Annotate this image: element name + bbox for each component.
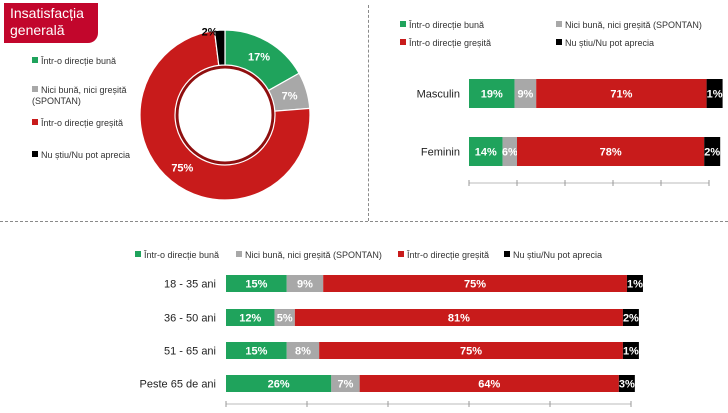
- bar-value-label: 78%: [600, 147, 622, 159]
- legend-swatch: [32, 151, 38, 157]
- bar-value-label: 19%: [481, 89, 503, 101]
- row-label: Peste 65 de ani: [140, 379, 216, 391]
- bar-value-label: 3%: [619, 379, 635, 391]
- page-title: Insatisfacția generală: [4, 3, 98, 43]
- row-label: Feminin: [421, 147, 460, 159]
- bar-segment-bad: [323, 275, 627, 292]
- bar-value-label: 1%: [707, 89, 723, 101]
- bar-segment-dk: [622, 342, 639, 359]
- bar-value-label: 15%: [245, 346, 267, 358]
- legend-item-dk: Nu știu/Nu pot aprecia: [556, 38, 654, 49]
- bar-segment-bad: [517, 137, 705, 166]
- bar-value-label: 81%: [448, 313, 470, 325]
- bar-value-label: 14%: [475, 147, 497, 159]
- bar-value-label: 5%: [277, 313, 293, 325]
- legend-item-neutral: Nici bună, nici greșită (SPONTAN): [236, 250, 382, 261]
- row-label: 18 - 35 ani: [164, 279, 216, 291]
- bar-segment-bad: [319, 342, 623, 359]
- bar-value-label: 75%: [460, 346, 482, 358]
- bar-segment-dk: [626, 275, 643, 292]
- bar-value-label: 8%: [295, 346, 311, 358]
- legend-item-bad: Într-o direcție greșită: [400, 38, 491, 49]
- legend-item-good: Într-o direcție bună: [32, 56, 132, 67]
- bar-value-label: 6%: [502, 147, 518, 159]
- bar-value-label: 2%: [623, 313, 639, 325]
- legend-swatch: [32, 119, 38, 125]
- legend-swatch: [398, 251, 404, 257]
- legend-swatch: [556, 21, 562, 27]
- horizontal-divider: [0, 221, 728, 222]
- bar-segment-bad: [294, 309, 623, 326]
- legend-swatch: [556, 39, 562, 45]
- bar-value-label: 75%: [464, 279, 486, 291]
- bar-segment-dk: [622, 309, 639, 326]
- bar-segment-neutral: [502, 137, 517, 166]
- legend-item-neutral: Nici bună, nici greșită (SPONTAN): [556, 20, 702, 31]
- legend-item-bad: Într-o direcție greșită: [398, 250, 489, 261]
- bar-segment-bad: [359, 375, 619, 392]
- legend-swatch: [504, 251, 510, 257]
- row-label: 36 - 50 ani: [164, 313, 216, 325]
- bar-segment-good: [226, 375, 332, 392]
- bar-segment-good: [226, 275, 287, 292]
- legend-swatch: [32, 86, 38, 92]
- bar-segment-neutral: [514, 79, 537, 108]
- legend-swatch: [400, 39, 406, 45]
- bar-value-label: 64%: [478, 379, 500, 391]
- bar-segment-dk: [618, 375, 635, 392]
- legend-swatch: [400, 21, 406, 27]
- bar-value-label: 1%: [623, 346, 639, 358]
- bar-segment-good: [226, 342, 287, 359]
- bar-value-label: 15%: [245, 279, 267, 291]
- bar-value-label: 1%: [627, 279, 643, 291]
- bar-segment-neutral: [286, 275, 324, 292]
- bar-segment-neutral: [286, 342, 320, 359]
- row-label: Masculin: [417, 89, 460, 101]
- bar-value-label: 2%: [704, 147, 720, 159]
- legend-swatch: [236, 251, 242, 257]
- legend-item-dk: Nu știu/Nu pot aprecia: [504, 250, 602, 261]
- row-label: 51 - 65 ani: [164, 346, 216, 358]
- legend-item-neutral: Nici bună, nici greșită (SPONTAN): [32, 85, 127, 106]
- bar-value-label: 7%: [338, 379, 354, 391]
- legend-item-good: Într-o direcție bună: [135, 250, 219, 261]
- bar-value-label: 12%: [239, 313, 261, 325]
- bar-value-label: 26%: [268, 379, 290, 391]
- bar-segment-bad: [536, 79, 707, 108]
- bar-value-label: 9%: [297, 279, 313, 291]
- bar-segment-dk: [704, 137, 721, 166]
- bar-value-label: 71%: [610, 89, 632, 101]
- bar-segment-good: [469, 79, 515, 108]
- bar-segment-neutral: [274, 309, 295, 326]
- bar-segment-dk: [706, 79, 723, 108]
- legend-item-dk: Nu știu/Nu pot aprecia: [32, 150, 142, 161]
- bar-segment-good: [226, 309, 275, 326]
- bar-value-label: 9%: [517, 89, 533, 101]
- bar-segment-good: [469, 137, 503, 166]
- legend-item-bad: Într-o direcție greșită: [32, 118, 132, 129]
- legend-item-good: Într-o direcție bună: [400, 20, 484, 31]
- bar-segment-neutral: [331, 375, 360, 392]
- legend-swatch: [32, 57, 38, 63]
- vertical-divider: [368, 5, 369, 221]
- legend-swatch: [135, 251, 141, 257]
